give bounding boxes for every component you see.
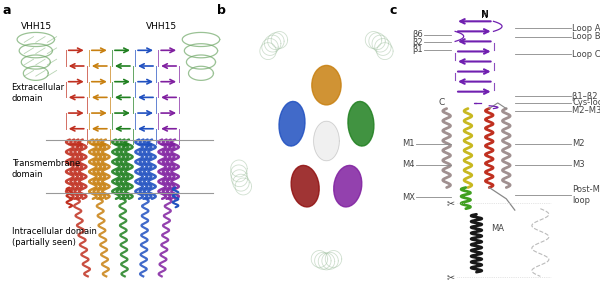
Text: M1: M1 xyxy=(402,139,415,148)
Text: MX: MX xyxy=(401,193,415,202)
Text: VHH15: VHH15 xyxy=(21,22,52,31)
Text: C: C xyxy=(438,98,445,107)
Text: β2: β2 xyxy=(413,38,423,47)
Text: M4: M4 xyxy=(402,160,415,169)
Ellipse shape xyxy=(334,166,362,207)
Text: Loop A: Loop A xyxy=(572,24,600,33)
Text: Cys-loop: Cys-loop xyxy=(572,98,600,107)
Polygon shape xyxy=(314,121,339,161)
Text: Post-M3
loop: Post-M3 loop xyxy=(572,186,600,205)
Text: M2: M2 xyxy=(572,139,585,148)
Text: b: b xyxy=(217,4,226,17)
Text: Transmembrane
domain: Transmembrane domain xyxy=(11,159,80,179)
Ellipse shape xyxy=(312,65,341,105)
Text: a: a xyxy=(2,4,11,17)
Text: β1–β2 loop: β1–β2 loop xyxy=(572,92,600,101)
Text: β1: β1 xyxy=(413,45,423,54)
Text: Loop B: Loop B xyxy=(572,32,600,41)
Text: VHH15: VHH15 xyxy=(146,22,176,31)
Text: ✂: ✂ xyxy=(447,198,455,208)
Text: c: c xyxy=(389,4,397,17)
Text: Loop C: Loop C xyxy=(572,50,600,59)
Text: Intracellular domain
(partially seen): Intracellular domain (partially seen) xyxy=(11,227,97,247)
Text: MA: MA xyxy=(491,224,504,233)
Ellipse shape xyxy=(279,102,305,146)
Ellipse shape xyxy=(291,166,319,207)
Text: ✂: ✂ xyxy=(447,272,455,282)
Text: N: N xyxy=(482,10,488,19)
Text: Extracellular
domain: Extracellular domain xyxy=(11,83,65,103)
Text: M3: M3 xyxy=(572,160,585,169)
Text: N: N xyxy=(481,10,488,20)
Text: β6: β6 xyxy=(412,30,423,39)
Ellipse shape xyxy=(348,102,374,146)
Text: M2–M3 loop: M2–M3 loop xyxy=(572,106,600,115)
